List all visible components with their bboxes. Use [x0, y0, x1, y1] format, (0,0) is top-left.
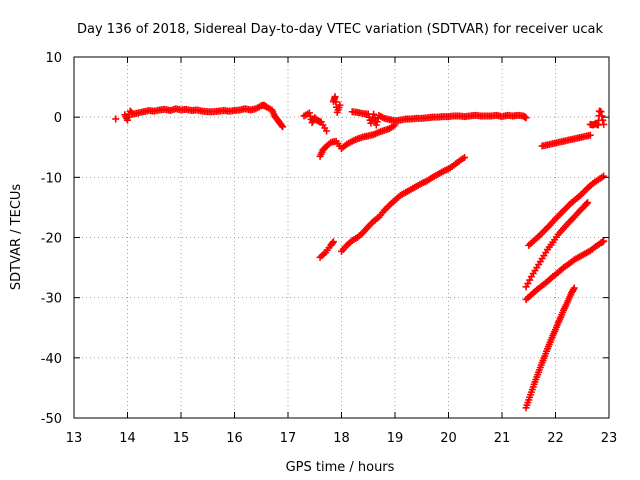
plot-frame: [73, 56, 610, 419]
data-point: [112, 115, 120, 123]
series-8: [522, 199, 592, 291]
data-point: [598, 112, 606, 120]
data-point: [323, 127, 331, 135]
y-tick-label: -10: [41, 171, 62, 186]
series-9: [522, 237, 608, 303]
y-axis-label: SDTVAR / TECUs: [9, 184, 24, 291]
data-point: [279, 123, 287, 131]
x-tick-label: 14: [119, 431, 136, 446]
x-tick-label: 19: [387, 431, 404, 446]
data-point: [370, 114, 378, 122]
data-point: [583, 200, 591, 208]
x-tick-label: 18: [333, 431, 350, 446]
data-point: [372, 121, 380, 129]
x-tick-label: 17: [280, 431, 297, 446]
x-tick-label: 23: [601, 431, 618, 446]
x-tick-label: 20: [440, 431, 457, 446]
x-axis-label: GPS time / hours: [286, 460, 395, 475]
y-tick-label: -50: [41, 412, 62, 427]
data-point: [329, 238, 337, 246]
x-tick-label: 16: [226, 431, 243, 446]
data-point: [597, 108, 605, 116]
y-tick-label: -30: [41, 292, 62, 307]
y-tick-label: -20: [41, 232, 62, 247]
data-point: [570, 284, 578, 292]
data-point: [599, 116, 607, 124]
data-point: [306, 112, 314, 120]
data-point: [600, 237, 608, 245]
data-point: [305, 109, 313, 117]
series-4: [316, 153, 469, 261]
series-0: [112, 101, 287, 131]
data-point: [370, 110, 378, 118]
data-point: [600, 120, 608, 128]
data-point: [373, 118, 381, 126]
data-point: [586, 131, 594, 139]
series-6: [586, 107, 608, 129]
data-point: [584, 199, 592, 207]
series-10: [522, 284, 578, 412]
series-5: [538, 131, 594, 150]
y-tick-label: 0: [54, 111, 62, 126]
y-tick-label: 10: [45, 51, 62, 66]
y-tick-label: -40: [41, 352, 62, 367]
x-tick-label: 13: [66, 431, 83, 446]
series-2: [316, 121, 399, 160]
data-point: [278, 122, 286, 130]
data-points: [112, 93, 608, 412]
data-point: [461, 153, 469, 161]
tick-labels: 13 14 15 16 17 18 19 20 21 22 23 10 0 -10 -20 -30 -40 -50: [41, 51, 618, 446]
data-point: [329, 239, 337, 247]
x-tick-label: 21: [494, 431, 511, 446]
x-tick-label: 22: [547, 431, 564, 446]
data-point: [600, 172, 608, 180]
chart-title: Day 136 of 2018, Sidereal Day-to-day VTE…: [77, 22, 603, 37]
series-1: [300, 93, 344, 135]
series-7: [525, 172, 608, 249]
series-3: [348, 108, 530, 129]
x-tick-label: 15: [173, 431, 190, 446]
data-point: [336, 101, 344, 109]
data-point: [522, 114, 530, 122]
